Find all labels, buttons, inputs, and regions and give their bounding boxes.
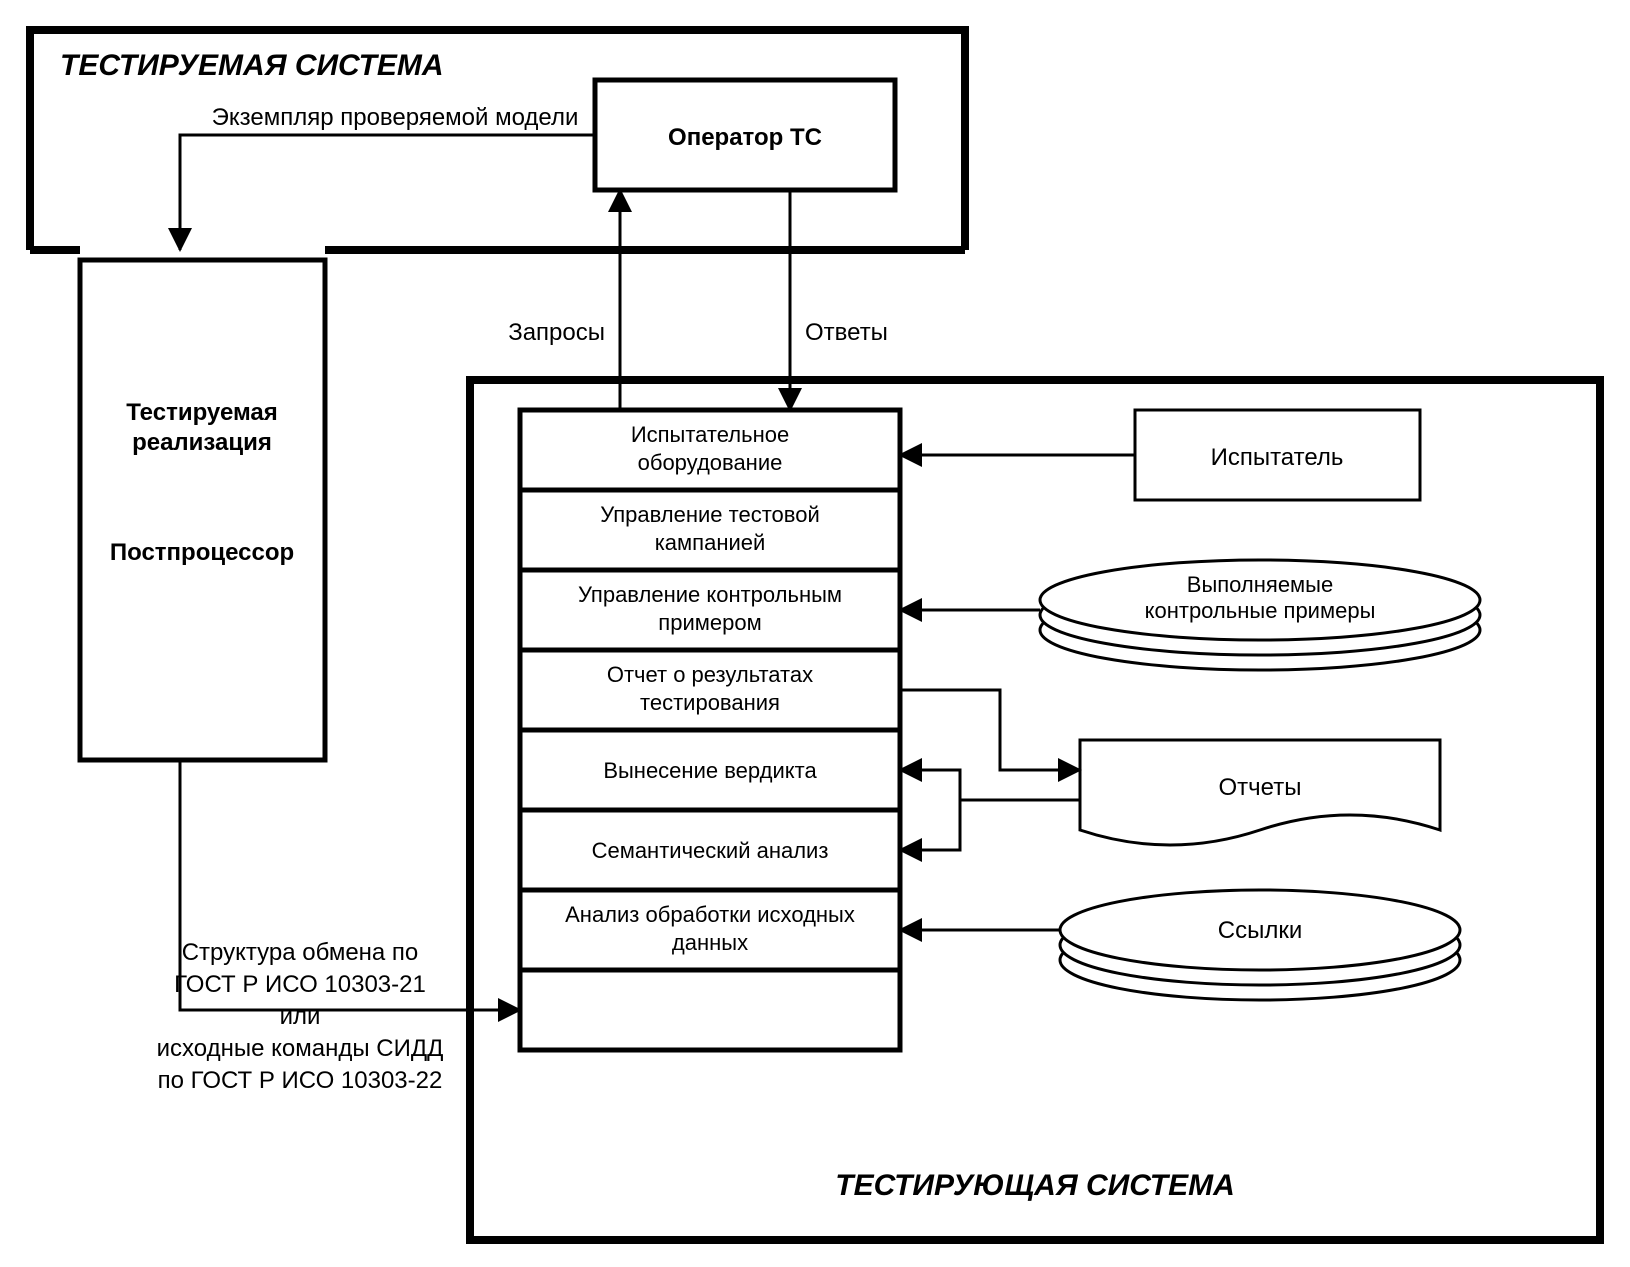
- answers-label: Ответы: [805, 319, 888, 346]
- tester-label: Испытатель: [1211, 444, 1344, 471]
- operator-label: Оператор ТС: [668, 124, 822, 151]
- postprocessor-label: Постпроцессор: [110, 539, 294, 566]
- stack-1-l1: Управление тестовой: [600, 502, 820, 527]
- links-label: Ссылки: [1218, 917, 1303, 944]
- exchange-l3: или: [280, 1003, 321, 1030]
- stack-5-l1: Семантический анализ: [592, 838, 829, 863]
- instance-arrow: [180, 135, 595, 250]
- stack-3-l2: тестирования: [640, 690, 780, 715]
- stack-row-7: [520, 970, 900, 1050]
- testing-system-title: ТЕСТИРУЮЩАЯ СИСТЕМА: [835, 1169, 1235, 1202]
- reports-to-semantic-arrow: [900, 800, 960, 850]
- exchange-l4: исходные команды СИДД: [157, 1035, 444, 1062]
- instance-label: Экземпляр проверяемой модели: [212, 104, 579, 131]
- links-cylinder: Ссылки: [1060, 890, 1460, 1000]
- exec-tests-l2: контрольные примеры: [1145, 598, 1376, 623]
- exec-tests-cylinder: Выполняемые контрольные примеры: [1040, 560, 1480, 670]
- stack-2-l1: Управление контрольным: [578, 582, 842, 607]
- stack-0-l2: оборудование: [638, 450, 783, 475]
- impl-line1: Тестируемая: [126, 399, 278, 426]
- exec-tests-l1: Выполняемые: [1187, 572, 1333, 597]
- stack-4-l1: Вынесение вердикта: [603, 758, 817, 783]
- exchange-l5: по ГОСТ Р ИСО 10303-22: [158, 1067, 443, 1094]
- reports-out-arrow: [900, 690, 1080, 770]
- reports-doc: Отчеты: [1080, 740, 1440, 845]
- stack: Испытательное оборудование Управление те…: [520, 410, 900, 1050]
- exchange-l1: Структура обмена по: [182, 939, 419, 966]
- exchange-l2: ГОСТ Р ИСО 10303-21: [174, 971, 426, 998]
- impl-box: [80, 260, 325, 760]
- reports-label: Отчеты: [1219, 774, 1302, 801]
- requests-label: Запросы: [508, 319, 605, 346]
- diagram-canvas: ТЕСТИРУЕМАЯ СИСТЕМА Оператор ТС Экземпля…: [0, 0, 1630, 1267]
- stack-0-l1: Испытательное: [631, 422, 789, 447]
- stack-1-l2: кампанией: [655, 530, 766, 555]
- stack-6-l1: Анализ обработки исходных: [565, 902, 855, 927]
- impl-line2: реализация: [132, 429, 272, 456]
- stack-3-l1: Отчет о результатах: [607, 662, 813, 687]
- stack-6-l2: данных: [672, 930, 748, 955]
- stack-2-l2: примером: [658, 610, 761, 635]
- tested-system-title: ТЕСТИРУЕМАЯ СИСТЕМА: [60, 49, 444, 82]
- reports-to-verdict-arrow: [900, 770, 1080, 800]
